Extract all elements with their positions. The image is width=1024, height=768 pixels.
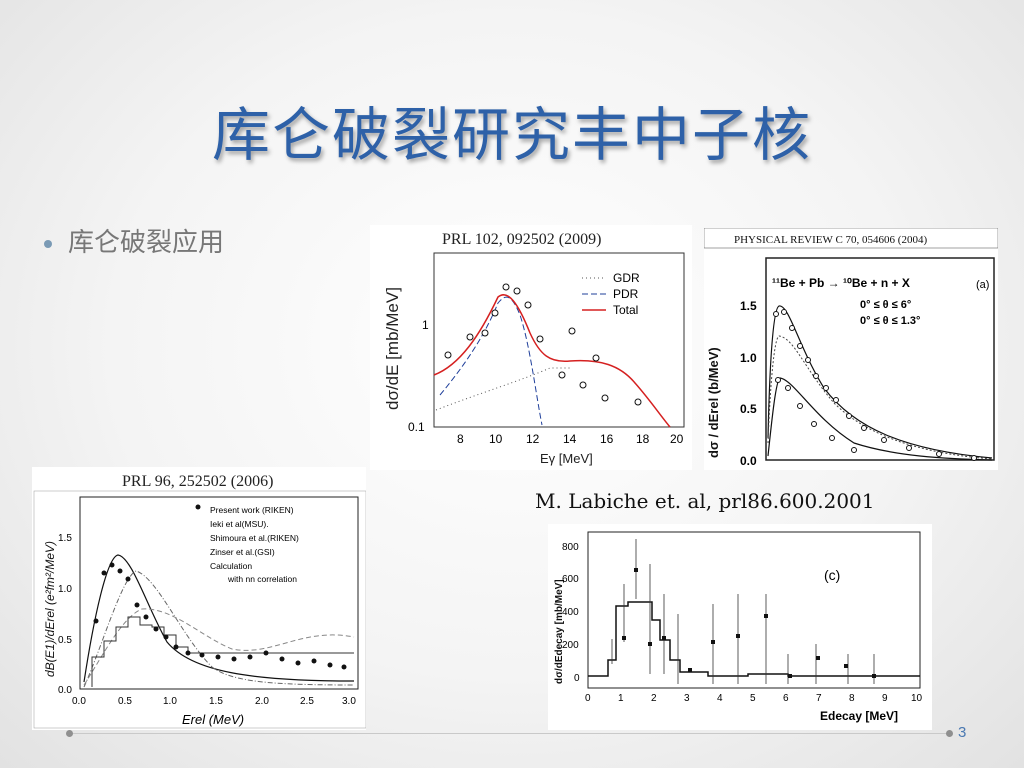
plot1-ylabel: dσ/dE [mb/MeV]: [383, 287, 402, 410]
plot-decay-svg: dσ/dEdecay [mb/MeV] Edecay [MeV] (c) 800…: [554, 531, 923, 723]
plot1-legend-pdr: PDR: [613, 287, 639, 301]
plot3-data-points: [93, 504, 347, 670]
plot2-data-points: [773, 309, 977, 461]
plot3-legend-3: Zinser et al.(GSI): [210, 547, 275, 557]
plot1-ytick-1: 1: [422, 318, 429, 332]
plot-gdr-pdr-svg: PRL 102, 092502 (2009) dσ/dE [mb/MeV] Eγ…: [383, 231, 685, 466]
plot-gdr-pdr: PRL 102, 092502 (2009) dσ/dE [mb/MeV] Eγ…: [370, 225, 692, 470]
plot1-gdr-curve: [435, 367, 570, 411]
plot2-ytick: 1.5: [740, 299, 757, 313]
plot3-xtick: 1.5: [209, 696, 223, 707]
plot2-header: PHYSICAL REVIEW C 70, 054606 (2004): [734, 234, 927, 246]
page-number: 3: [958, 724, 967, 741]
plot1-xtick: 16: [600, 432, 614, 446]
plot3-xtick: 2.5: [300, 696, 314, 707]
plot2-ytick: 0.0: [740, 454, 757, 468]
svg-text:5: 5: [750, 693, 756, 704]
plot3-legend-2: Shimoura et al.(RIKEN): [210, 533, 299, 543]
svg-text:1: 1: [618, 693, 624, 704]
plot1-xtick: 20: [670, 432, 684, 446]
plot1-legend-total: Total: [613, 303, 638, 317]
plot3-xtick: 0.0: [72, 696, 86, 707]
plot3-ytick: 1.0: [58, 584, 72, 595]
plot4-frame: [587, 531, 921, 689]
plot3-xlabel: Erel (MeV): [182, 712, 244, 727]
plot2-frame: [765, 257, 995, 461]
svg-text:9: 9: [882, 693, 888, 704]
footer-divider: [70, 733, 950, 734]
plot-decay: dσ/dEdecay [mb/MeV] Edecay [MeV] (c) 800…: [548, 524, 932, 730]
plot3-ytick: 0.5: [58, 635, 72, 646]
plot-b-e1: PRL 96, 252502 (2006) dB(E1)/dErel (e²fm…: [32, 467, 366, 730]
plot1-xtick: 12: [526, 432, 540, 446]
svg-text:7: 7: [816, 693, 822, 704]
bullet-item: 库仑破裂应用: [44, 222, 224, 259]
plot2-cond2: 0° ≤ θ ≤ 1.3°: [860, 315, 920, 327]
plot2-cond1: 0° ≤ θ ≤ 6°: [860, 299, 911, 311]
plot4-ytick: 0: [574, 673, 580, 684]
plot4-ytick: 800: [562, 542, 579, 553]
plot3-legend-1: Ieki et al(MSU).: [210, 519, 269, 529]
svg-text:6: 6: [783, 693, 789, 704]
plot3-legend-4: Calculation: [210, 561, 252, 571]
plot1-legend-gdr: GDR: [613, 271, 640, 285]
plot1-data-points: [444, 283, 642, 406]
plot2-ytick: 0.5: [740, 402, 757, 416]
plot1-xtick: 10: [489, 432, 503, 446]
plot3-ytick: 1.5: [58, 533, 72, 544]
plot3-xtick: 0.5: [118, 696, 132, 707]
svg-text:4: 4: [717, 693, 723, 704]
plot4-xlabel: Edecay [MeV]: [820, 709, 898, 723]
plot1-total-curve: [433, 294, 671, 428]
plot4-ytick: 200: [562, 640, 579, 651]
footer-dot-left: [66, 730, 73, 737]
plot3-xtick: 1.0: [163, 696, 177, 707]
plot1-xtick: 14: [563, 432, 577, 446]
plot2-ylabel: dσ / dErel (b/MeV): [706, 347, 721, 458]
plot4-data-points: [622, 568, 876, 678]
bullet-text: 库仑破裂应用: [68, 228, 225, 258]
svg-text:0: 0: [585, 693, 591, 704]
plot-b-e1-svg: PRL 96, 252502 (2006) dB(E1)/dErel (e²fm…: [33, 473, 366, 729]
plot1-header: PRL 102, 092502 (2009): [442, 231, 601, 248]
plot3-xtick: 2.0: [255, 696, 269, 707]
plot3-xtick: 3.0: [342, 696, 356, 707]
plot4-xticks: 0 1 2 3 4 5 6 7 8 9 10: [585, 693, 923, 704]
slide-title: 库仑破裂研究丰中子核: [211, 101, 812, 169]
plot1-xlabel: Eγ [MeV]: [540, 451, 593, 466]
plot4-panel-label: (c): [824, 567, 840, 583]
citation: M. Labiche et. al, prl86.600.2001: [535, 489, 875, 513]
plot1-xtick: 8: [457, 432, 464, 446]
plot2-reaction: ¹¹Be + Pb → ¹⁰Be + n + X: [772, 276, 910, 290]
plot1-xtick: 18: [636, 432, 650, 446]
plot3-legend-0: Present work (RIKEN): [210, 505, 294, 515]
plot1-pdr-curve: [439, 296, 543, 426]
svg-text:2: 2: [651, 693, 657, 704]
plot-be11-svg: PHYSICAL REVIEW C 70, 054606 (2004) dσ /…: [704, 228, 998, 468]
footer-dot-right: [946, 730, 953, 737]
plot1-ytick-0: 0.1: [408, 420, 425, 434]
svg-text:8: 8: [849, 693, 855, 704]
svg-text:10: 10: [911, 693, 923, 704]
plot3-header: PRL 96, 252502 (2006): [122, 473, 273, 490]
plot-be11: PHYSICAL REVIEW C 70, 054606 (2004) dσ /…: [704, 228, 998, 470]
plot3-ylabel: dB(E1)/dErel (e²fm²/MeV): [43, 541, 57, 677]
plot2-ytick: 1.0: [740, 351, 757, 365]
plot4-ytick: 600: [562, 574, 579, 585]
plot3-frame: [79, 496, 359, 690]
plot4-ytick: 400: [562, 607, 579, 618]
bullet-dot: [44, 239, 52, 248]
plot4-ylabel: dσ/dEdecay [mb/MeV]: [554, 579, 565, 684]
plot3-legend-5: with nn correlation: [227, 574, 297, 584]
plot3-ytick: 0.0: [58, 685, 72, 696]
svg-text:3: 3: [684, 693, 690, 704]
plot1-frame: [433, 252, 685, 428]
plot2-panel-label: (a): [976, 279, 989, 291]
